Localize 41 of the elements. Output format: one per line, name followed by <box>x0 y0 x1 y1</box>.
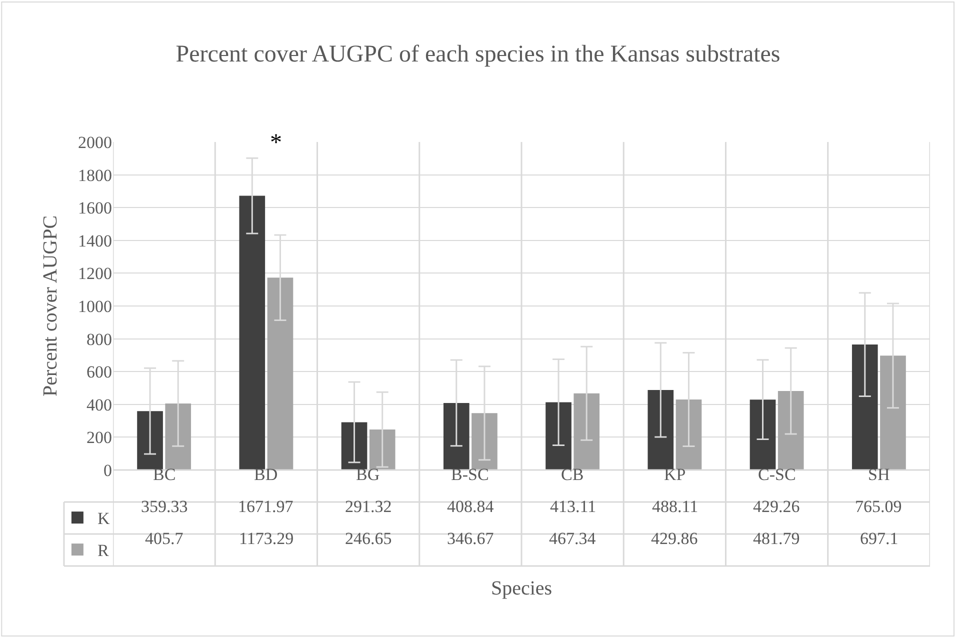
legend-label: K <box>97 509 110 528</box>
data-label: 481.79 <box>753 529 800 548</box>
chart-title: Percent cover AUGPC of each species in the Kansas substrates <box>176 41 780 68</box>
x-tick-label: BG <box>356 465 380 484</box>
data-label: 1671.97 <box>238 497 294 516</box>
data-label: 291.32 <box>345 497 392 516</box>
legend-label: R <box>97 541 110 560</box>
y-tick-label: 800 <box>86 330 112 349</box>
data-label: 488.11 <box>652 497 698 516</box>
data-label: 1173.29 <box>239 529 294 548</box>
x-tick-label: BD <box>254 465 278 484</box>
x-tick-label: C-SC <box>758 465 796 484</box>
x-tick-label: B-SC <box>451 465 489 484</box>
y-tick-label: 0 <box>104 460 112 480</box>
data-label: 467.34 <box>549 529 596 548</box>
y-tick-label: 1600 <box>78 198 112 218</box>
data-label: 765.09 <box>855 497 902 516</box>
y-tick-label: 1800 <box>78 166 112 185</box>
data-label: 405.7 <box>145 529 184 548</box>
x-tick-label: KP <box>664 465 686 484</box>
data-label: 429.26 <box>753 497 800 516</box>
data-label: 346.67 <box>447 529 494 548</box>
data-label: 359.33 <box>141 497 188 516</box>
y-tick-label: 1000 <box>78 296 112 316</box>
data-label: 246.65 <box>345 529 392 548</box>
data-label: 408.84 <box>447 497 494 516</box>
y-tick-label: 400 <box>86 395 112 414</box>
y-axis-title: Percent cover AUGPC <box>40 215 62 397</box>
y-tick-label: 200 <box>86 428 112 448</box>
y-tick-label: 1400 <box>78 231 112 250</box>
x-axis-title: Species <box>490 578 552 600</box>
annotation: * <box>270 130 282 156</box>
y-tick-label: 2000 <box>78 132 112 152</box>
data-label: 697.1 <box>860 529 898 548</box>
x-tick-label: CB <box>561 465 584 484</box>
x-tick-label: SH <box>868 465 890 484</box>
y-tick-label: 600 <box>86 362 112 382</box>
data-label: 429.86 <box>651 529 698 548</box>
x-tick-label: BC <box>153 465 176 484</box>
y-tick-label: 1200 <box>78 264 112 284</box>
data-label: 413.11 <box>550 497 596 516</box>
